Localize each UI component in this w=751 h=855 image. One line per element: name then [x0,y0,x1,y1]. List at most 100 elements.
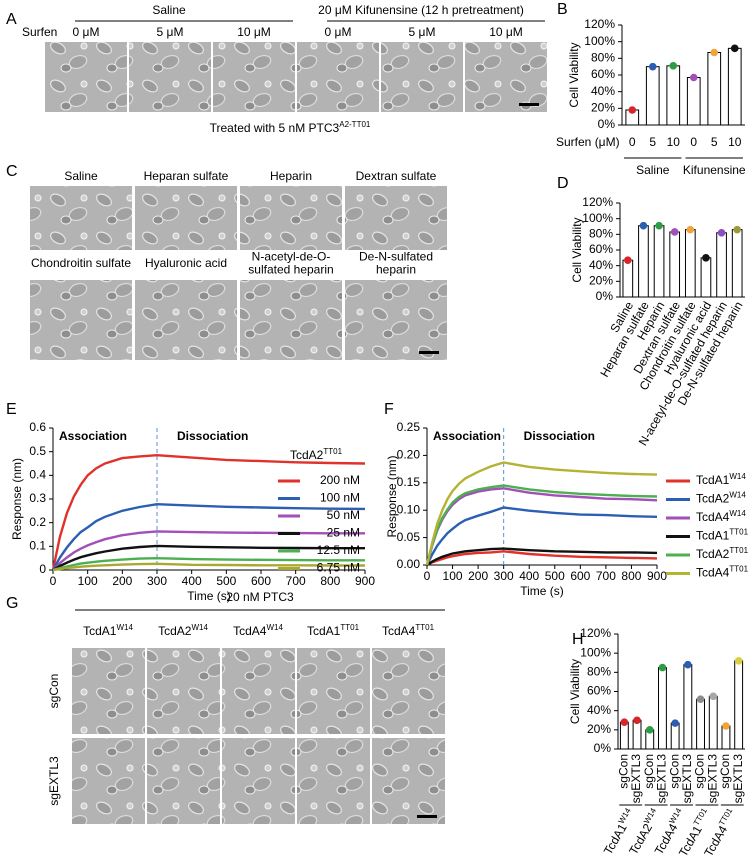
series-line [52,544,365,572]
series-line [426,550,658,567]
bar [653,225,665,298]
image-label: Heparin [270,169,312,183]
column-label-sup: W14 [266,623,283,632]
x-tick-label: sgEXTL3 [731,754,745,804]
data-point [671,719,679,727]
column-label: TcdA1TT01 [307,623,360,639]
series-line [52,562,365,572]
x-tick-label: sgCon [667,754,681,789]
x-tick-label: 600 [570,569,590,583]
micrograph [465,42,547,112]
y-tick-label: 0% [598,117,616,131]
y-tick-label: 20% [587,722,611,736]
image-label: Chondroitin sulfate [31,256,131,270]
x-tick-label: 400 [182,574,202,588]
image-label: N-acetyl-de-O- [252,250,331,264]
x-tick-label: sgEXTL3 [705,754,719,804]
column-label: 10 μM [489,25,523,39]
data-point [710,48,719,57]
group-header: Saline [152,3,186,17]
y-tick-label: 80% [589,227,613,241]
micrograph [240,186,342,250]
bar [686,77,701,126]
legend-title: TcdA2TT01 [290,447,343,463]
data-point [734,657,743,665]
y-tick-label: 0.25 [397,420,421,434]
y-tick-label: 60% [589,242,613,256]
data-point [696,695,705,703]
x-tick-label: 10 [667,135,681,149]
y-axis-label: Response (nm) [385,455,399,537]
group-label-sup: W14 [642,806,658,825]
series-line [51,502,366,571]
micrograph [147,648,220,734]
annotation: Association [59,429,127,443]
data-point [670,228,679,236]
image-label: Dextran sulfate [356,169,437,183]
column-label-main: TcdA4 [382,624,416,638]
bar [669,231,681,298]
column-label-sup: W14 [116,623,133,632]
legend-label-main: TcdA2 [696,547,730,561]
row-label: sgEXTL3 [47,756,61,806]
series-line [425,506,658,566]
legend-label-sup: TT01 [729,546,748,555]
image-label: sulfated heparin [248,263,333,277]
x-tick-label: sgEXTL3 [655,754,669,804]
legend-label-sup: W14 [729,490,746,499]
group-header: 20 μM Kifunensine (12 h pretreatment) [318,3,524,17]
micrograph [147,738,220,824]
column-label: 0 μM [73,25,100,39]
x-tick-label: 500 [545,569,565,583]
y-tick-label: 120% [580,626,611,640]
legend-label: TcdA2W14 [696,490,746,506]
micrograph [72,738,145,824]
x-tick-label: 100 [443,569,463,583]
y-tick-label: 0.20 [397,448,421,462]
x-tick-label: 700 [596,569,616,583]
legend-title-main: TcdA2 [290,448,324,462]
row-label: sgCon [47,674,61,709]
y-tick-label: 0.00 [397,557,421,571]
column-label: TcdA4W14 [233,623,283,639]
data-point [709,692,718,701]
column-label-main: TcdA2 [158,624,192,638]
data-point [669,62,678,70]
micrograph [30,280,132,360]
bar [619,721,629,750]
y-tick-label: 0.2 [29,515,46,529]
data-point [686,225,695,234]
x-axis-label: Surfen (μM) [556,135,620,149]
bar [632,719,642,750]
annotation: Dissociation [177,429,248,443]
column-label: TcdA4TT01 [382,623,435,639]
series-line [52,530,365,571]
micrograph [213,42,295,112]
data-point [639,221,648,230]
image-label: De-N-sulfated [359,250,433,264]
legend-label: 12.5 nM [317,543,360,557]
group-label-sup: W14 [616,806,632,825]
y-tick-label: 0.5 [29,444,46,458]
bar [696,698,705,750]
group-label-sup: TT01 [717,806,734,827]
bar [716,232,727,298]
bar [638,225,649,298]
bar [707,52,722,126]
group-header: 20 nM PTC3 [226,590,294,604]
legend-label: TcdA2TT01 [696,546,749,562]
x-tick-label: 600 [251,574,271,588]
x-tick-label: 400 [519,569,539,583]
column-label-main: TcdA1 [307,624,341,638]
bar [666,65,681,126]
y-tick-label: 0.1 [29,539,46,553]
micrograph [297,648,370,734]
bar [658,667,667,750]
data-point [624,256,632,264]
y-tick-label: 0% [594,741,612,755]
y-axis-label: Cell Viability [568,659,582,724]
data-point [717,228,726,237]
data-point [722,722,730,730]
column-label: 5 μM [409,25,436,39]
micrograph [297,738,370,824]
